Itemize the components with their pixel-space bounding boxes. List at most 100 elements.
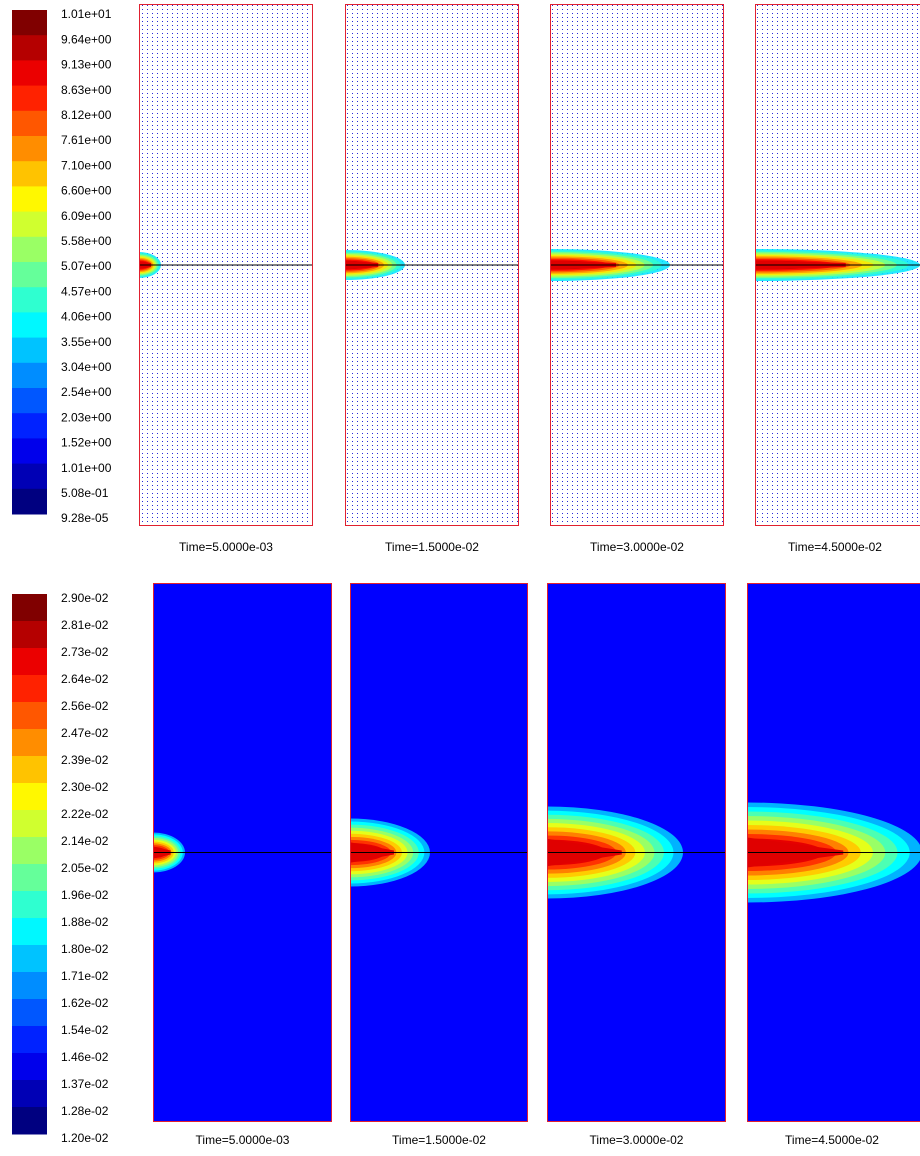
colorbar-label: 2.56e-02 [61, 699, 109, 713]
colorbar-swatch [12, 10, 47, 36]
panel-border [755, 4, 920, 526]
colorbar-label: 5.07e+00 [61, 259, 112, 273]
colorbar-label: 9.13e+00 [61, 58, 112, 72]
colorbar-label: 2.30e-02 [61, 780, 109, 794]
colorbar-label: 1.80e-02 [61, 942, 109, 956]
colorbar-swatch [12, 864, 47, 892]
colorbar-swatch [12, 1080, 47, 1108]
colorbar-label: 9.64e+00 [61, 32, 112, 46]
colorbar-swatch [12, 621, 47, 649]
colorbar-swatch [12, 1053, 47, 1081]
colorbar-label: 1.88e-02 [61, 915, 109, 929]
colorbar-swatch [12, 1026, 47, 1054]
panel-caption: Time=4.5000e-02 [788, 540, 882, 554]
colorbar-label: 1.28e-02 [61, 1104, 109, 1118]
colorbar-label: 5.08e-01 [61, 486, 109, 500]
colorbar-label: 1.62e-02 [61, 996, 109, 1010]
colorbar-label: 2.54e+00 [61, 385, 112, 399]
colorbar-swatch [12, 413, 47, 439]
colorbar-label: 1.37e-02 [61, 1077, 109, 1091]
colorbar-swatch [12, 594, 47, 622]
colorbar-swatch [12, 438, 47, 465]
colorbar-swatch [12, 648, 47, 676]
colorbar-swatch [12, 287, 47, 313]
colorbar-label: 8.63e+00 [61, 83, 112, 97]
panel [153, 583, 332, 1122]
panel-caption: Time=5.0000e-03 [179, 540, 273, 554]
colorbar-swatch [12, 999, 47, 1027]
colorbar-swatch [12, 675, 47, 703]
colorbar-swatch [12, 837, 47, 865]
panel [139, 4, 313, 526]
colorbar-label: 4.06e+00 [61, 310, 112, 324]
colorbar-label: 1.20e-02 [61, 1131, 109, 1145]
colorbar-label: 9.28e-05 [61, 511, 109, 525]
colorbar-label: 2.03e+00 [61, 410, 112, 424]
colorbar-label: 2.39e-02 [61, 753, 109, 767]
colorbar-swatch [12, 236, 47, 263]
panel-border [139, 4, 313, 526]
panel-caption: Time=5.0000e-03 [196, 1133, 290, 1147]
colorbar-swatch [12, 810, 47, 838]
colorbar-swatch [12, 702, 47, 730]
panel-caption: Time=1.5000e-02 [392, 1133, 486, 1147]
panel [755, 4, 920, 526]
panel [747, 583, 920, 1122]
colorbar-swatch [12, 60, 47, 87]
colorbar-label: 7.10e+00 [61, 158, 112, 172]
colorbar-label: 1.01e+00 [61, 461, 112, 475]
panel-border [345, 4, 519, 526]
panel-border [547, 583, 726, 1122]
panel-border [350, 583, 528, 1122]
colorbar-swatch [12, 262, 47, 288]
colorbar-label: 2.81e-02 [61, 618, 109, 632]
colorbar-swatch [12, 35, 47, 61]
colorbar-label: 2.05e-02 [61, 861, 109, 875]
colorbar-swatch [12, 1107, 47, 1135]
panel [550, 4, 724, 526]
colorbar-swatch [12, 136, 47, 162]
panel-caption: Time=1.5000e-02 [385, 540, 479, 554]
colorbar-label: 2.90e-02 [61, 591, 109, 605]
colorbar-swatch [12, 783, 47, 811]
panel [345, 4, 519, 526]
colorbar-label: 1.01e+01 [61, 7, 112, 21]
colorbar-label: 8.12e+00 [61, 108, 112, 122]
colorbar-label: 1.46e-02 [61, 1050, 109, 1064]
panel-caption: Time=3.0000e-02 [590, 540, 684, 554]
colorbar-swatch [12, 488, 47, 515]
colorbar-swatch [12, 945, 47, 973]
colorbar-label: 1.52e+00 [61, 436, 112, 450]
panel-border [153, 583, 332, 1122]
colorbar-label: 3.04e+00 [61, 360, 112, 374]
colorbar-label: 1.71e-02 [61, 969, 109, 983]
panel-caption: Time=4.5000e-02 [785, 1133, 879, 1147]
colorbar-swatch [12, 891, 47, 919]
colorbar-swatch [12, 756, 47, 784]
colorbar-label: 6.60e+00 [61, 184, 112, 198]
colorbar-label: 5.58e+00 [61, 234, 112, 248]
colorbar-label: 1.54e-02 [61, 1023, 109, 1037]
colorbar-swatch [12, 918, 47, 946]
panel [350, 583, 528, 1122]
colorbar-swatch [12, 362, 47, 389]
colorbar-swatch [12, 388, 47, 414]
colorbar-label: 3.55e+00 [61, 335, 112, 349]
colorbar-label: 2.22e-02 [61, 807, 109, 821]
colorbar-label: 2.64e-02 [61, 672, 109, 686]
colorbar-swatch [12, 312, 47, 339]
colorbar-swatch [12, 186, 47, 213]
colorbar-label: 2.73e-02 [61, 645, 109, 659]
colorbar-label: 2.14e-02 [61, 834, 109, 848]
colorbar-label: 4.57e+00 [61, 284, 112, 298]
panel [547, 583, 726, 1122]
colorbar-swatch [12, 337, 47, 364]
colorbar-swatch [12, 110, 47, 137]
colorbar-swatch [12, 463, 47, 490]
colorbar-label: 7.61e+00 [61, 133, 112, 147]
panel-border [747, 583, 920, 1122]
colorbar-swatch [12, 161, 47, 187]
panel-caption: Time=3.0000e-02 [590, 1133, 684, 1147]
